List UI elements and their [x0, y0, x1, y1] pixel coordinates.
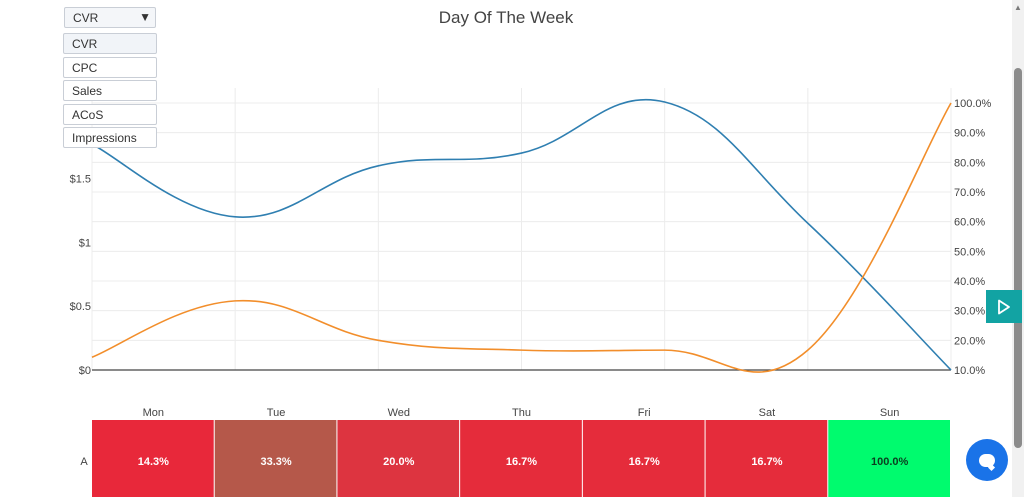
heatmap-cell-label: 33.3% [260, 456, 291, 468]
side-panel-toggle[interactable] [986, 290, 1022, 323]
heatmap-cell [92, 420, 214, 497]
heatmap-cell-label: 14.3% [138, 456, 169, 468]
scrollbar-thumb[interactable] [1014, 68, 1022, 448]
dropdown-option-sales[interactable]: Sales [63, 80, 157, 101]
dropdown-option-cvr[interactable]: CVR [63, 33, 157, 54]
heatmap-column-label: Tue [267, 407, 286, 419]
heatmap-column-label: Sat [759, 407, 776, 419]
heatmap-cell [705, 420, 828, 497]
y-right-tick-label: 60.0% [954, 217, 985, 229]
heatmap-cell-label: 16.7% [629, 456, 660, 468]
heatmap-column-label: Sun [880, 407, 900, 419]
series-line-left-axis [91, 98, 952, 371]
heatmap-column-label: Mon [143, 407, 164, 419]
y-left-tick-label: $0.5 [70, 301, 91, 313]
y-right-tick-label: 90.0% [954, 128, 985, 140]
y-right-tick-label: 50.0% [954, 246, 985, 258]
heatmap-cell [828, 420, 950, 497]
heatmap-cell [460, 420, 582, 497]
heatmap-cell [337, 420, 460, 497]
heatmap-cell-label: 16.7% [751, 456, 782, 468]
chat-bubble-icon [979, 453, 995, 467]
y-left-tick-label: $1 [79, 237, 91, 249]
heatmap-column-label: Thu [512, 407, 531, 419]
metric-dropdown-menu: CVR CPC Sales ACoS Impressions [63, 33, 157, 151]
heatmap-cell-label: 100.0% [871, 456, 909, 468]
y-left-tick-label: $0 [79, 365, 91, 377]
heatmap-cell-label: 16.7% [506, 456, 537, 468]
scroll-up-arrow-icon[interactable]: ▲ [1014, 3, 1022, 12]
chart-title: Day Of The Week [438, 8, 574, 27]
heatmap-column-label: Wed [388, 407, 410, 419]
dropdown-arrow-icon: ▼ [139, 10, 151, 24]
heatmap-cell-label: 20.0% [383, 456, 414, 468]
y-right-tick-label: 30.0% [954, 306, 985, 318]
y-left-tick-label: $1.5 [70, 174, 91, 186]
y-right-tick-label: 10.0% [954, 365, 985, 377]
y-right-tick-label: 100.0% [954, 98, 992, 110]
chat-launcher-button[interactable] [966, 439, 1008, 481]
dropdown-option-acos[interactable]: ACoS [63, 103, 157, 125]
y-right-tick-label: 40.0% [954, 276, 985, 288]
series-line-right-axis [91, 102, 952, 373]
heatmap-cell [582, 420, 705, 497]
heatmap-cell [214, 420, 337, 497]
y-right-tick-label: 80.0% [954, 157, 985, 169]
y-right-tick-label: 70.0% [954, 187, 985, 199]
y-right-tick-label: 20.0% [954, 335, 985, 347]
play-arrow-icon [998, 299, 1010, 314]
dropdown-option-impressions[interactable]: Impressions [63, 127, 157, 148]
heatmap-row-label: A [80, 456, 88, 468]
metric-dropdown-value: CVR [73, 11, 99, 25]
dropdown-option-cpc[interactable]: CPC [63, 56, 157, 78]
heatmap-column-label: Fri [638, 407, 651, 419]
metric-dropdown[interactable]: CVR ▼ [64, 7, 156, 28]
